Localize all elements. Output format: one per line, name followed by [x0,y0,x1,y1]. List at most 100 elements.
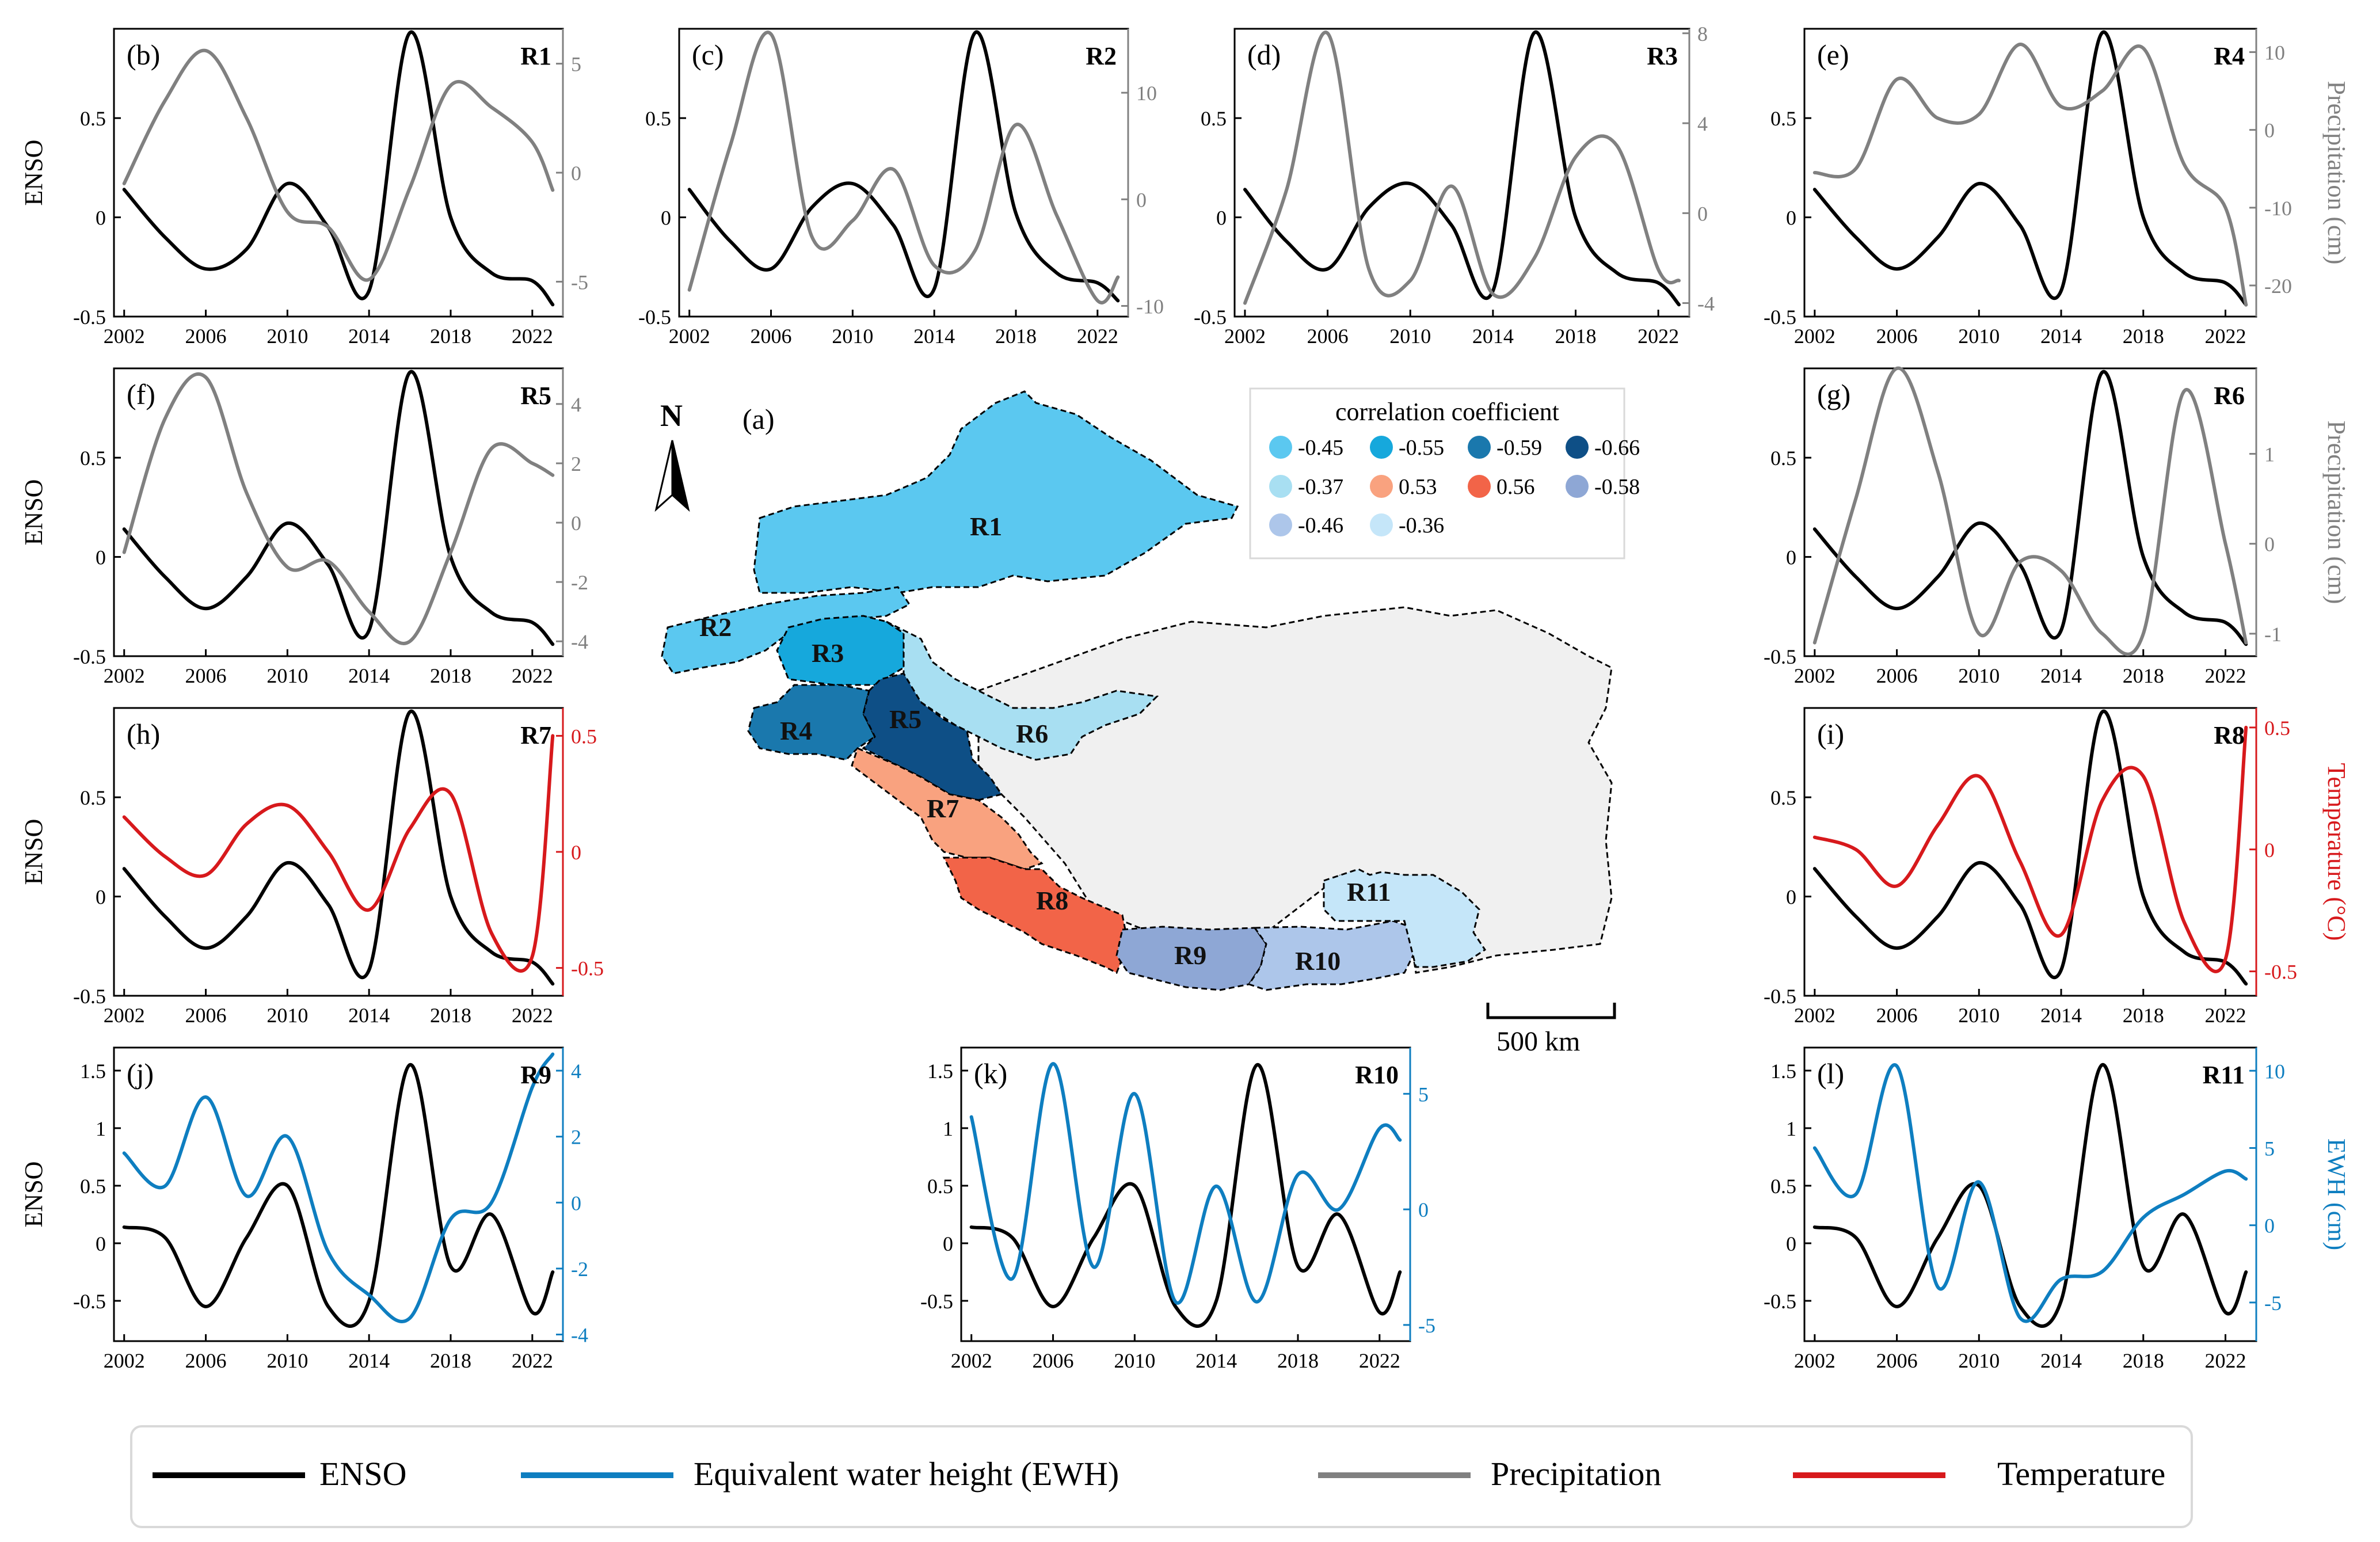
x-tick-label: 2006 [185,325,227,348]
plot-frame [1803,707,2257,997]
series-line-precipitation [1812,43,2248,307]
series-line-enso [122,370,555,646]
y-axis-label: ENSO [20,1162,48,1228]
y2-tick-label: 10 [1136,82,1157,105]
y-tick-label: 0 [1786,1232,1796,1255]
x-tick-label: 2002 [1794,1349,1836,1372]
north-arrow-icon [654,440,690,512]
series-line-temperature [122,734,555,973]
y-axis-label: ENSO [20,479,48,546]
chart-R9: 2002 2006 2010 2014 2018 2022 -0.5 0 0.5 1 1.5 -4 -2… [20,1046,588,1372]
map-legend-swatch [1370,513,1393,536]
series-line-enso [1812,1063,2248,1328]
x-tick-label: 2014 [348,664,390,687]
y-tick-label: 0 [1786,207,1796,230]
y-tick-label: -0.5 [638,306,671,329]
y2-tick-label: 2 [571,452,581,475]
y-tick-label: -0.5 [73,645,106,668]
map-label-R2: R2 [699,612,732,642]
y2-tick-label: -5 [1418,1314,1435,1337]
panel-label: (h) [127,718,160,750]
y-axis-label: ENSO [20,140,48,206]
chart-R7: 2002 2006 2010 2014 2018 2022 -0.5 0 0.5 -0.5 0 0.5… [20,707,604,1027]
series-line-ewh [969,1062,1402,1305]
x-tick-label: 2002 [1794,325,1836,348]
region-R5 [862,672,1003,801]
map-legend-value: -0.36 [1399,513,1444,538]
legend-label: Equivalent water height (EWH) [694,1455,1119,1492]
y2-tick-label: 0 [1418,1198,1429,1221]
y2-tick-label: -10 [2264,197,2292,220]
y2-tick-label: -5 [2264,1292,2282,1315]
y-tick-label: 0 [1786,546,1796,569]
x-tick-label: 2022 [1359,1349,1400,1372]
series-line-precipitation [122,48,555,282]
y2-tick-label: -4 [571,630,588,653]
x-tick-label: 2018 [1555,325,1597,348]
y2-tick-label: 0.5 [2264,717,2290,740]
x-tick-label: 2006 [1876,664,1918,687]
y-tick-label: 1.5 [1770,1060,1796,1083]
y2-tick-label: 4 [1697,112,1708,135]
x-tick-label: 2022 [1077,325,1118,348]
y2-tick-label: 0 [2264,533,2275,556]
series-line-precipitation [1812,366,2248,656]
y2-tick-label: 0.5 [571,725,597,748]
y-tick-label: -0.5 [1764,645,1796,668]
x-tick-label: 2010 [1114,1349,1155,1372]
x-tick-label: 2018 [430,1004,471,1027]
x-tick-label: 2006 [185,1004,227,1027]
map-label-R11: R11 [1347,877,1391,907]
x-tick-label: 2018 [2123,1349,2164,1372]
x-tick-label: 2010 [1958,1004,2000,1027]
y-tick-label: 0.5 [1770,107,1796,130]
y-tick-label: 0 [943,1232,953,1255]
x-tick-label: 2022 [512,1004,553,1027]
map-legend-value: 0.56 [1496,475,1535,499]
plot-frame [1233,28,1690,318]
y-tick-label: 0.5 [1770,786,1796,809]
series-line-precipitation [1243,31,1681,305]
y2-tick-label: -20 [2264,275,2292,298]
chart-R10: 2002 2006 2010 2014 2018 2022 -0.5 0 0.5 1 1.5 -5 0 5… [920,1046,1435,1372]
y-tick-label: 1.5 [80,1060,106,1083]
series-line-enso [122,1063,555,1328]
x-tick-label: 2014 [348,1349,390,1372]
y-tick-label: 0.5 [80,107,106,130]
series-line-ewh [1812,1063,2248,1323]
chart-R1: 2002 2006 2010 2014 2018 2022 -0.5 0 0.5 -5 0 5 (b) R… [20,28,588,348]
x-tick-label: 2006 [751,325,792,348]
plot-frame [1803,1046,2257,1342]
panel-label: (c) [692,39,724,71]
x-tick-label: 2010 [1389,325,1431,348]
x-tick-label: 2006 [1033,1349,1074,1372]
x-tick-label: 2022 [2204,1349,2246,1372]
y-tick-label: 0.5 [645,107,671,130]
y2-tick-label: -0.5 [571,957,604,980]
x-tick-label: 2018 [2123,1004,2164,1027]
y2-tick-label: 4 [571,1060,581,1083]
y2-tick-label: -1 [2264,623,2282,646]
bottom-legend: ENSO Equivalent water height (EWH) Precipi… [130,1425,2193,1528]
map-legend-value: -0.58 [1594,475,1640,499]
chart-R2: 2002 2006 2010 2014 2018 2022 -0.5 0 0.5 -10 0 10 (c… [638,28,1164,348]
y2-axis-label: EWH (cm) [2322,1139,2351,1250]
y2-axis-label: Temperature (°C) [2322,763,2351,941]
y2-tick-label: 10 [2264,1060,2285,1083]
panel-label: (l) [1817,1057,1844,1090]
region-R8 [942,856,1129,974]
x-tick-label: 2018 [2123,664,2164,687]
x-tick-label: 2006 [185,1349,227,1372]
map-legend-swatch [1468,436,1491,459]
y2-tick-label: -10 [1136,295,1164,318]
y-tick-label: 1 [1786,1117,1796,1140]
x-tick-label: 2010 [1958,1349,2000,1372]
y-tick-label: -0.5 [73,985,106,1008]
x-tick-label: 2022 [512,325,553,348]
y2-tick-label: 0 [1136,188,1147,211]
region-label: R10 [1355,1061,1399,1089]
y-tick-label: 0 [96,886,106,909]
x-tick-label: 2006 [1307,325,1349,348]
y-tick-label: 0.5 [1770,1175,1796,1198]
map-legend-swatch [1269,436,1292,459]
